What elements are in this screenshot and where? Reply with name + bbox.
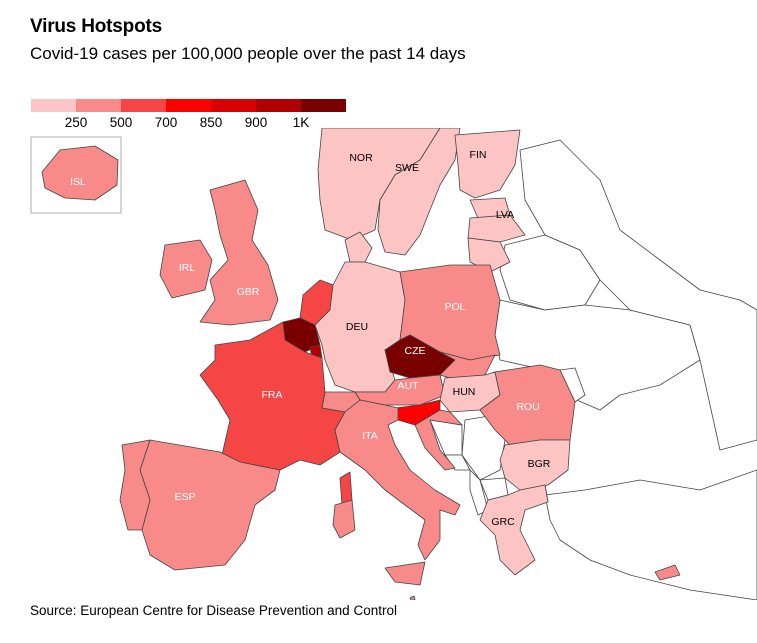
- country-shape-fra-corsica: [339, 471, 353, 506]
- country-shape-irl: [159, 239, 213, 299]
- country-shape-swe: [377, 128, 461, 256]
- label-grc: GRC: [491, 516, 515, 528]
- country-shape-prt: [119, 439, 151, 531]
- legend-tick-700: 700: [154, 115, 178, 130]
- country-shape-tur: [544, 469, 757, 600]
- data-countries: [41, 128, 681, 600]
- country-shape-ita-sicily: [384, 561, 426, 586]
- label-irl: IRL: [179, 262, 196, 274]
- legend-tick-900: 900: [244, 115, 268, 130]
- country-shape-isl: [41, 145, 119, 201]
- legend-tick-500: 500: [109, 115, 133, 130]
- label-deu: DEU: [346, 321, 368, 333]
- label-nor: NOR: [349, 152, 373, 164]
- country-shape-lva: [467, 214, 526, 243]
- label-gbr: GBR: [237, 286, 260, 298]
- country-shape-rus: [519, 139, 757, 451]
- label-bgr: BGR: [528, 458, 551, 470]
- country-shape-hrv: [414, 409, 463, 471]
- legend-tick-850: 850: [199, 115, 223, 130]
- label-esp: ESP: [174, 491, 195, 503]
- label-fin: FIN: [470, 149, 487, 161]
- country-shape-bgr: [499, 439, 571, 491]
- legend-ticks: 250 500 700 850 900 1K: [31, 112, 351, 132]
- legend-swatch-4: [211, 99, 256, 112]
- iceland-inset-frame: [30, 136, 122, 214]
- legend-tick-250: 250: [64, 115, 88, 130]
- legend-swatch-6: [301, 99, 346, 112]
- label-isl: ISL: [70, 176, 86, 188]
- color-legend: 250 500 700 850 900 1K: [31, 99, 351, 132]
- label-hun: HUN: [453, 386, 476, 398]
- legend-swatch-3: [166, 99, 211, 112]
- country-shape-ita-sardinia: [332, 499, 356, 539]
- label-pol: POL: [444, 301, 465, 313]
- label-lva: LVA: [496, 209, 514, 221]
- country-shape-cyp: [654, 564, 681, 581]
- label-swe: SWE: [395, 162, 419, 174]
- legend-swatch-5: [256, 99, 301, 112]
- legend-swatch-0: [31, 99, 76, 112]
- legend-swatch-2: [121, 99, 166, 112]
- label-aut: AUT: [398, 380, 420, 392]
- europe-map: ISL NOR SWE FIN LVA IRL GBR DEU POL CZE …: [30, 128, 757, 600]
- country-shape-gbr: [199, 179, 279, 326]
- background-countries: [429, 139, 757, 600]
- country-shape-grc: [479, 484, 549, 576]
- country-shape-dnk: [344, 231, 373, 263]
- country-shape-mlt: [409, 595, 416, 600]
- label-fra: FRA: [262, 389, 283, 401]
- label-rou: ROU: [516, 401, 539, 413]
- country-shape-ita: [334, 399, 461, 561]
- country-shape-ukr: [494, 299, 701, 411]
- label-cze: CZE: [405, 345, 426, 357]
- legend-swatch-1: [76, 99, 121, 112]
- label-ita: ITA: [362, 430, 378, 442]
- legend-swatches: [31, 99, 351, 112]
- legend-tick-1k: 1K: [292, 115, 310, 130]
- country-labels: ISL NOR SWE FIN LVA IRL GBR DEU POL CZE …: [70, 149, 551, 528]
- chart-title: Virus Hotspots: [30, 16, 162, 37]
- country-shape-ltu: [467, 237, 511, 273]
- source-note: Source: European Centre for Disease Prev…: [30, 603, 397, 618]
- country-shape-fin: [454, 129, 521, 199]
- chart-subtitle: Covid-19 cases per 100,000 people over t…: [30, 44, 466, 63]
